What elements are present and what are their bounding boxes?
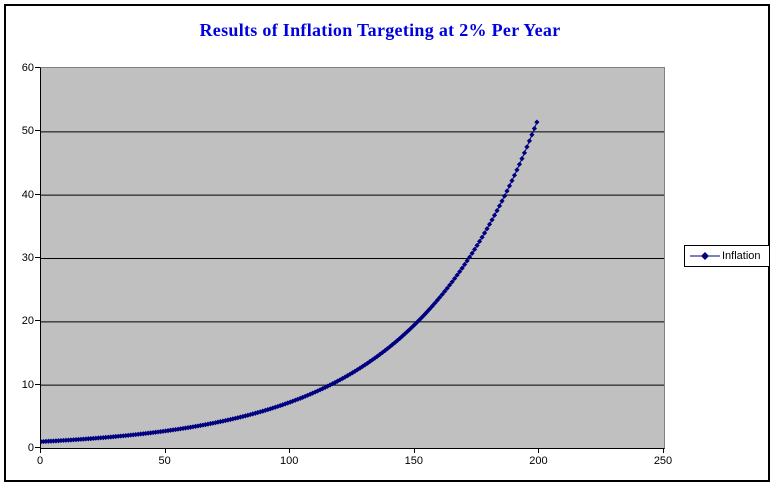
x-tick-label: 250 bbox=[653, 455, 673, 467]
chart-outer-border bbox=[4, 4, 770, 482]
y-tick-label: 50 bbox=[21, 125, 34, 138]
legend-label: Inflation bbox=[722, 250, 761, 262]
y-tick-label: 0 bbox=[27, 442, 34, 454]
x-tick-label: 150 bbox=[404, 455, 423, 467]
x-tick-label: 0 bbox=[36, 455, 44, 467]
series-line bbox=[41, 121, 538, 443]
series-markers bbox=[41, 119, 540, 445]
y-axis-tick bbox=[35, 257, 40, 258]
y-tick-label: 60 bbox=[21, 62, 34, 74]
x-axis-tick bbox=[289, 448, 291, 453]
chart-title: Results of Inflation Targeting at 2% Per… bbox=[199, 20, 561, 40]
x-axis-tick bbox=[538, 448, 540, 453]
x-tick-label: 100 bbox=[280, 455, 299, 467]
x-axis-tick bbox=[40, 448, 41, 453]
legend-series-marker-icon bbox=[690, 252, 720, 260]
x-axis-tick bbox=[164, 448, 166, 453]
x-tick-label: 200 bbox=[529, 455, 548, 467]
y-tick-label: 40 bbox=[21, 188, 34, 201]
series-plot-svg bbox=[41, 119, 664, 445]
y-tick-label: 10 bbox=[21, 378, 34, 391]
y-axis-tick bbox=[35, 130, 40, 132]
legend-box: Inflation bbox=[684, 245, 770, 267]
plot-area bbox=[40, 67, 665, 449]
x-axis-tick bbox=[413, 448, 415, 453]
y-axis-tick bbox=[35, 193, 40, 195]
y-axis-tick bbox=[35, 447, 40, 448]
x-axis-tick bbox=[663, 448, 664, 453]
y-axis-tick bbox=[35, 320, 40, 322]
y-tick-label: 30 bbox=[21, 252, 34, 264]
y-axis-tick bbox=[35, 383, 40, 385]
y-axis-tick bbox=[35, 67, 40, 68]
x-tick-label: 50 bbox=[158, 455, 171, 467]
y-tick-label: 20 bbox=[21, 315, 34, 328]
